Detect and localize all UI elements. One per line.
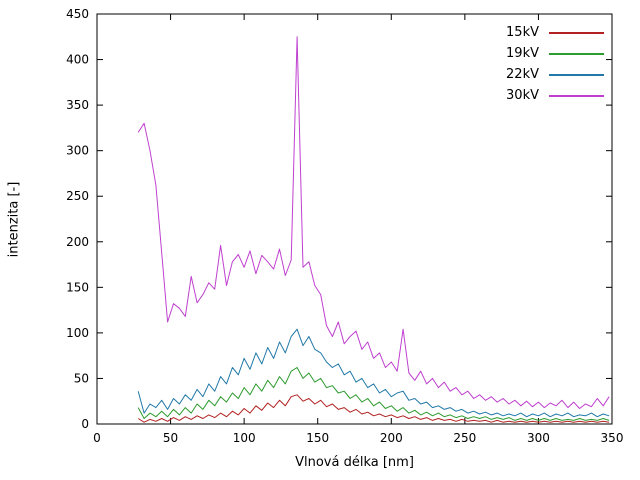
legend-label: 15kV — [506, 25, 539, 40]
svg-text:450: 450 — [66, 7, 89, 21]
legend-label: 22kV — [506, 67, 539, 82]
x-axis-label: Vlnová délka [nm] — [295, 455, 414, 470]
svg-text:300: 300 — [527, 431, 550, 445]
legend-item-22kV: 22kV — [506, 64, 604, 85]
svg-text:150: 150 — [306, 431, 329, 445]
series-22kV — [137, 328, 610, 418]
svg-text:150: 150 — [66, 280, 89, 294]
legend-label: 19kV — [506, 46, 539, 61]
legend-item-15kV: 15kV — [506, 22, 604, 43]
legend-item-30kV: 30kV — [506, 85, 604, 106]
svg-text:0: 0 — [93, 431, 101, 445]
legend-item-19kV: 19kV — [506, 43, 604, 64]
svg-text:300: 300 — [66, 144, 89, 158]
series-15kV — [137, 394, 610, 423]
svg-text:200: 200 — [66, 235, 89, 249]
svg-text:100: 100 — [66, 326, 89, 340]
legend-label: 30kV — [506, 88, 539, 103]
svg-text:250: 250 — [66, 189, 89, 203]
svg-text:200: 200 — [380, 431, 403, 445]
svg-text:100: 100 — [233, 431, 256, 445]
y-axis-label: intenzita [-] — [6, 181, 22, 258]
svg-text:0: 0 — [81, 417, 89, 431]
series-19kV — [137, 367, 610, 421]
legend-line-sample — [549, 94, 604, 97]
legend: 15kV 19kV 22kV 30kV — [506, 22, 604, 106]
svg-text:50: 50 — [163, 431, 178, 445]
svg-text:350: 350 — [601, 431, 624, 445]
svg-text:50: 50 — [74, 371, 89, 385]
svg-text:400: 400 — [66, 53, 89, 67]
legend-line-sample — [549, 73, 604, 76]
legend-line-sample — [549, 31, 604, 34]
series-30kV — [137, 36, 610, 409]
svg-text:250: 250 — [453, 431, 476, 445]
legend-line-sample — [549, 52, 604, 55]
svg-text:350: 350 — [66, 98, 89, 112]
